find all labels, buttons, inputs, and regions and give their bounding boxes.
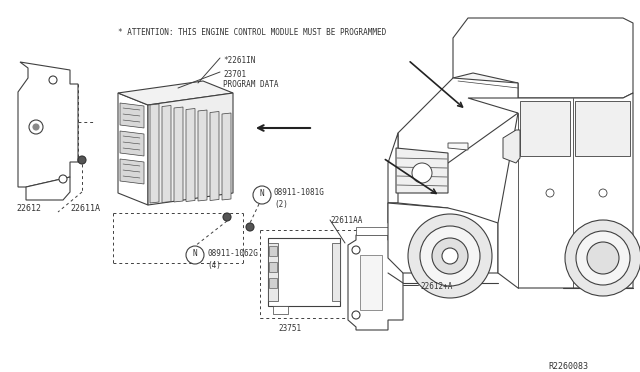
Circle shape: [420, 226, 480, 286]
Polygon shape: [388, 203, 448, 223]
Bar: [360, 255, 382, 310]
Circle shape: [59, 175, 67, 183]
Circle shape: [49, 76, 57, 84]
Text: 22611AA: 22611AA: [330, 216, 362, 225]
Text: * ATTENTION: THIS ENGINE CONTROL MODULE MUST BE PROGRAMMED: * ATTENTION: THIS ENGINE CONTROL MODULE …: [118, 28, 387, 37]
Text: *2261IN: *2261IN: [223, 56, 255, 65]
Circle shape: [576, 231, 630, 285]
Polygon shape: [118, 81, 233, 105]
Polygon shape: [120, 159, 144, 184]
Polygon shape: [222, 113, 231, 200]
Polygon shape: [198, 110, 207, 201]
Circle shape: [29, 120, 43, 134]
Text: 08911-1081G: 08911-1081G: [274, 188, 325, 197]
Bar: [269, 262, 277, 272]
Text: R2260083: R2260083: [548, 362, 588, 371]
Polygon shape: [118, 93, 148, 205]
Circle shape: [253, 186, 271, 204]
Text: 22611A: 22611A: [70, 204, 100, 213]
Text: N: N: [193, 250, 197, 259]
Polygon shape: [388, 133, 398, 203]
Circle shape: [352, 311, 360, 319]
Polygon shape: [120, 131, 144, 156]
Polygon shape: [174, 107, 183, 202]
Circle shape: [565, 220, 640, 296]
Polygon shape: [396, 148, 448, 193]
Text: 23701: 23701: [223, 70, 246, 79]
Polygon shape: [348, 235, 403, 330]
Text: PROGRAM DATA: PROGRAM DATA: [223, 80, 278, 89]
Text: 22612: 22612: [16, 204, 41, 213]
Circle shape: [442, 248, 458, 264]
Text: 22612+A: 22612+A: [420, 282, 452, 291]
Circle shape: [223, 213, 231, 221]
Bar: [520, 101, 570, 156]
Polygon shape: [186, 109, 195, 202]
Polygon shape: [398, 78, 518, 163]
Polygon shape: [18, 62, 78, 187]
Text: 08911-1062G: 08911-1062G: [207, 249, 258, 258]
Circle shape: [408, 214, 492, 298]
Circle shape: [599, 189, 607, 197]
Circle shape: [352, 246, 360, 254]
Bar: [269, 246, 277, 256]
Circle shape: [78, 156, 86, 164]
Text: (2): (2): [274, 200, 288, 209]
Polygon shape: [468, 93, 633, 288]
Polygon shape: [26, 177, 70, 200]
Circle shape: [432, 238, 468, 274]
Bar: [269, 278, 277, 288]
Circle shape: [587, 242, 619, 274]
Circle shape: [412, 163, 432, 183]
Polygon shape: [388, 203, 498, 273]
Bar: [356, 227, 388, 235]
Circle shape: [186, 246, 204, 264]
Circle shape: [546, 189, 554, 197]
Circle shape: [33, 124, 39, 130]
Bar: [273, 306, 288, 314]
Bar: [268, 238, 340, 306]
Bar: [268, 243, 278, 301]
Polygon shape: [120, 103, 144, 128]
Text: 23751: 23751: [278, 324, 301, 333]
Text: (4): (4): [207, 261, 221, 270]
Polygon shape: [162, 106, 171, 202]
Polygon shape: [453, 73, 518, 113]
Polygon shape: [453, 18, 633, 98]
Text: N: N: [260, 189, 264, 199]
Polygon shape: [448, 143, 468, 150]
Bar: [575, 101, 630, 156]
Polygon shape: [150, 104, 159, 203]
Polygon shape: [148, 93, 233, 205]
Polygon shape: [210, 112, 219, 201]
Circle shape: [246, 223, 254, 231]
Polygon shape: [503, 130, 520, 163]
Bar: [332, 243, 340, 301]
